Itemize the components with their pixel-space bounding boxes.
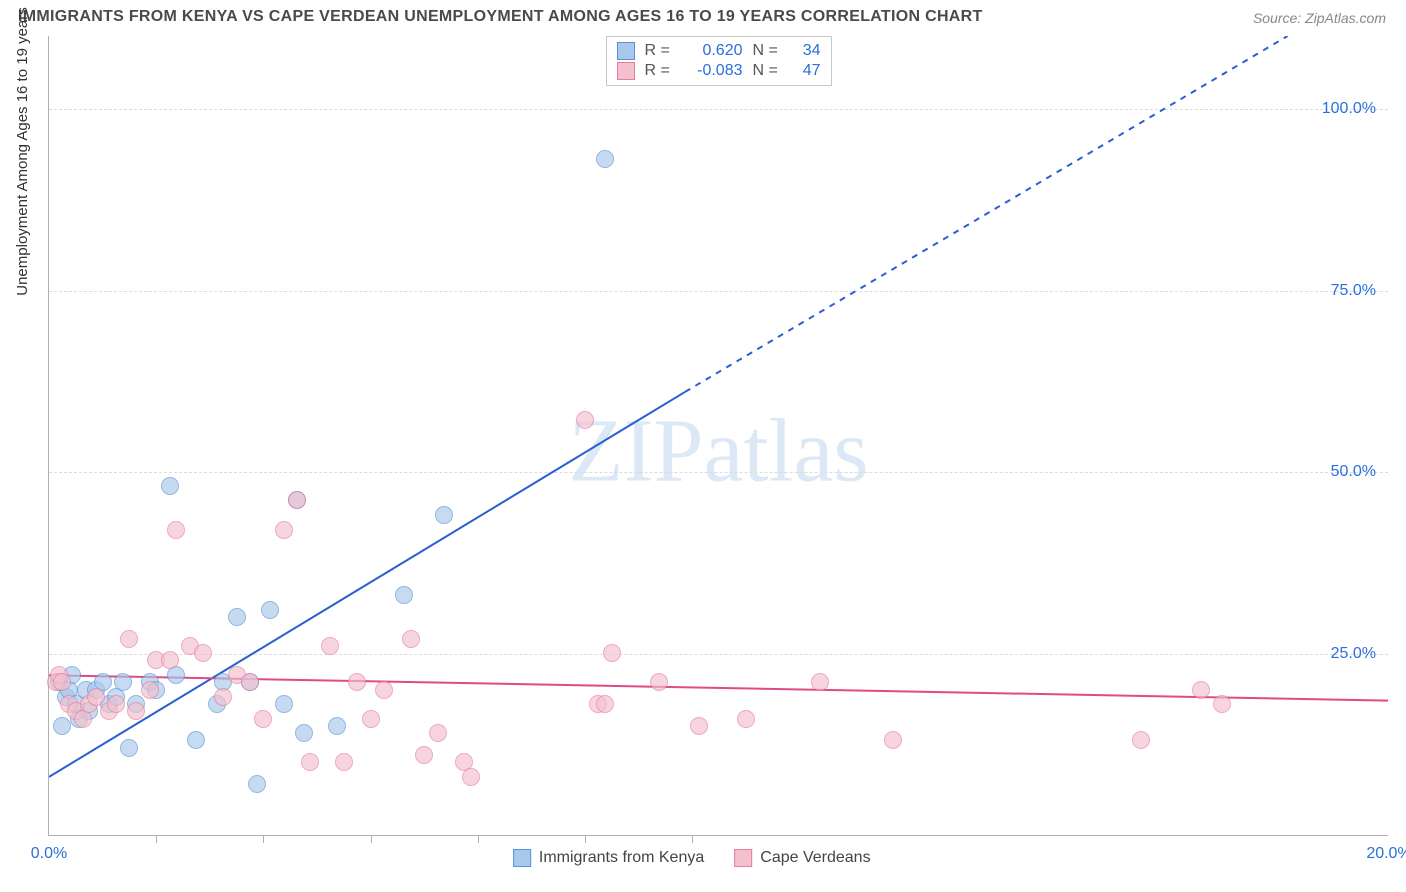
data-point <box>429 724 447 742</box>
legend-label-kenya: Immigrants from Kenya <box>539 849 704 867</box>
watermark: ZIPatlas <box>569 400 869 503</box>
data-point <box>650 673 668 691</box>
r-value-kenya: 0.620 <box>683 42 743 60</box>
data-point <box>161 651 179 669</box>
swatch-kenya <box>617 42 635 60</box>
chart-title: IMMIGRANTS FROM KENYA VS CAPE VERDEAN UN… <box>18 8 983 26</box>
gridline <box>49 472 1388 473</box>
data-point <box>87 688 105 706</box>
data-point <box>362 710 380 728</box>
x-minor-tick <box>371 835 372 843</box>
data-point <box>1213 695 1231 713</box>
data-point <box>53 673 71 691</box>
data-point <box>435 506 453 524</box>
n-label: N = <box>753 62 781 80</box>
x-minor-tick <box>156 835 157 843</box>
data-point <box>737 710 755 728</box>
data-point <box>596 695 614 713</box>
swatch-capeverdean <box>617 62 635 80</box>
data-point <box>596 150 614 168</box>
data-point <box>161 477 179 495</box>
data-point <box>187 731 205 749</box>
x-minor-tick <box>692 835 693 843</box>
trend-line-ext-0 <box>685 36 1288 392</box>
y-tick-label: 50.0% <box>1331 463 1376 481</box>
stats-row-kenya: R = 0.620 N = 34 <box>617 41 821 61</box>
data-point <box>228 608 246 626</box>
y-tick-label: 75.0% <box>1331 282 1376 300</box>
data-point <box>254 710 272 728</box>
data-point <box>214 688 232 706</box>
data-point <box>127 702 145 720</box>
data-point <box>395 586 413 604</box>
x-minor-tick <box>478 835 479 843</box>
data-point <box>120 739 138 757</box>
data-point <box>275 695 293 713</box>
data-point <box>194 644 212 662</box>
data-point <box>107 695 125 713</box>
chart-plot-area: ZIPatlas 25.0% 50.0% 75.0% 100.0% R = 0.620… <box>48 36 1388 836</box>
gridline <box>49 109 1388 110</box>
data-point <box>576 411 594 429</box>
data-point <box>295 724 313 742</box>
data-point <box>261 601 279 619</box>
r-label: R = <box>645 42 673 60</box>
data-point <box>690 717 708 735</box>
legend-swatch-kenya <box>513 849 531 867</box>
source-attribution: Source: ZipAtlas.com <box>1253 10 1386 26</box>
correlation-stats-box: R = 0.620 N = 34 R = -0.083 N = 47 <box>606 36 832 86</box>
legend-swatch-capeverdean <box>734 849 752 867</box>
stats-row-capeverdean: R = -0.083 N = 47 <box>617 61 821 81</box>
trend-lines <box>49 36 1388 835</box>
legend: Immigrants from Kenya Cape Verdeans <box>513 849 871 867</box>
y-axis-label: Unemployment Among Ages 16 to 19 years <box>14 7 31 296</box>
x-tick-label: 20.0% <box>1366 845 1406 863</box>
data-point <box>141 681 159 699</box>
data-point <box>288 491 306 509</box>
data-point <box>328 717 346 735</box>
data-point <box>114 673 132 691</box>
y-tick-label: 100.0% <box>1322 100 1376 118</box>
n-value-kenya: 34 <box>791 42 821 60</box>
n-value-capeverdean: 47 <box>791 62 821 80</box>
x-minor-tick <box>585 835 586 843</box>
data-point <box>167 521 185 539</box>
n-label: N = <box>753 42 781 60</box>
gridline <box>49 654 1388 655</box>
data-point <box>375 681 393 699</box>
legend-label-capeverdean: Cape Verdeans <box>760 849 870 867</box>
data-point <box>53 717 71 735</box>
data-point <box>335 753 353 771</box>
data-point <box>348 673 366 691</box>
data-point <box>884 731 902 749</box>
data-point <box>275 521 293 539</box>
legend-item-kenya: Immigrants from Kenya <box>513 849 704 867</box>
data-point <box>1132 731 1150 749</box>
data-point <box>603 644 621 662</box>
data-point <box>1192 681 1210 699</box>
data-point <box>321 637 339 655</box>
gridline <box>49 291 1388 292</box>
y-tick-label: 25.0% <box>1331 645 1376 663</box>
data-point <box>301 753 319 771</box>
data-point <box>811 673 829 691</box>
data-point <box>415 746 433 764</box>
legend-item-capeverdean: Cape Verdeans <box>734 849 870 867</box>
data-point <box>248 775 266 793</box>
r-label: R = <box>645 62 673 80</box>
r-value-capeverdean: -0.083 <box>683 62 743 80</box>
x-minor-tick <box>263 835 264 843</box>
data-point <box>241 673 259 691</box>
data-point <box>462 768 480 786</box>
data-point <box>120 630 138 648</box>
x-tick-label: 0.0% <box>31 845 67 863</box>
data-point <box>402 630 420 648</box>
